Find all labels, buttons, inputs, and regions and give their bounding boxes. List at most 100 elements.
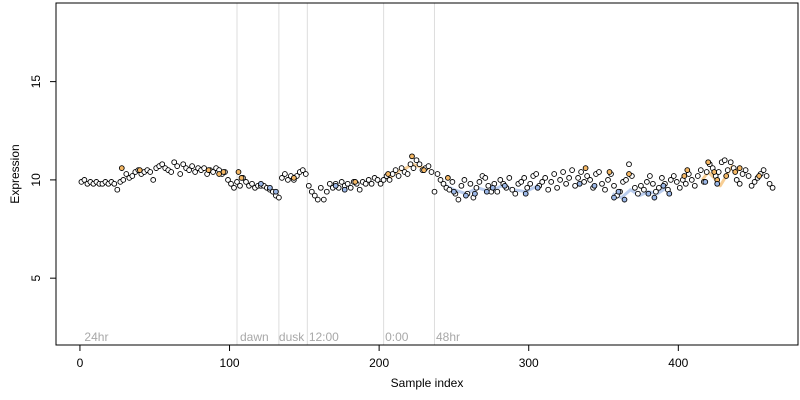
data-point: [395, 173, 402, 179]
x-tick-label: 200: [369, 356, 389, 370]
data-point: [129, 173, 136, 179]
data-point: [380, 177, 387, 183]
data-point: [220, 169, 227, 175]
data-point: [635, 190, 641, 197]
data-point: [311, 192, 318, 199]
data-point: [445, 175, 451, 181]
data-point: [425, 163, 432, 169]
data-point: [576, 180, 583, 187]
data-point: [527, 180, 534, 187]
data-point: [650, 180, 656, 187]
data-point: [483, 188, 490, 195]
x-tick-label: 400: [668, 356, 688, 370]
data-point: [676, 184, 683, 191]
data-point: [739, 171, 746, 177]
data-point: [727, 159, 734, 166]
data-point: [702, 179, 709, 185]
data-point: [723, 173, 730, 179]
data-point: [521, 175, 528, 181]
data-point: [320, 196, 327, 203]
data-point: [458, 182, 465, 189]
data-point: [575, 175, 581, 181]
data-point: [763, 173, 770, 179]
data-point: [497, 177, 504, 183]
data-point: [291, 175, 297, 181]
data-point: [494, 188, 501, 195]
data-point: [171, 159, 178, 166]
data-point: [591, 182, 598, 189]
data-point: [365, 177, 372, 183]
x-tick-label: 100: [220, 356, 240, 370]
y-axis-label: Expression: [8, 144, 22, 203]
data-point: [174, 163, 181, 169]
data-point: [485, 182, 492, 189]
y-axis: 5 10 15: [29, 75, 57, 282]
data-point: [225, 177, 231, 183]
data-point: [748, 182, 755, 189]
data-point: [760, 167, 767, 173]
data-point: [557, 177, 563, 183]
data-point: [501, 182, 508, 189]
y-tick-label: 15: [29, 75, 43, 89]
data-point: [632, 184, 638, 191]
data-point: [437, 177, 444, 183]
data-point: [455, 196, 462, 203]
data-point: [645, 190, 652, 197]
data-point: [653, 188, 659, 195]
data-point: [249, 180, 255, 187]
data-point: [276, 194, 282, 201]
data-point: [666, 190, 673, 197]
data-point: [623, 177, 629, 183]
data-point: [578, 169, 584, 175]
x-axis: 0 100 200 300 400: [77, 344, 689, 370]
data-point: [332, 182, 339, 189]
x-tick-label: 0: [77, 356, 84, 370]
data-point: [177, 171, 184, 177]
data-point: [566, 175, 572, 181]
data-point: [413, 157, 420, 164]
data-point: [314, 196, 321, 203]
data-point: [234, 179, 240, 185]
data-point: [386, 177, 393, 183]
data-point: [201, 165, 207, 171]
data-point: [186, 167, 192, 173]
data-point: [344, 180, 351, 187]
data-point: [563, 180, 569, 187]
data-point: [596, 169, 602, 175]
data-point: [238, 175, 245, 181]
data-point: [192, 169, 198, 175]
data-point: [621, 196, 628, 203]
data-point: [660, 182, 667, 189]
data-point: [123, 171, 130, 177]
y-tick-label: 10: [29, 173, 43, 187]
y-tick-label: 5: [29, 275, 43, 282]
data-point: [551, 171, 558, 177]
data-point: [136, 167, 143, 173]
data-point: [267, 184, 273, 191]
data-point: [542, 175, 549, 181]
data-point: [732, 169, 739, 175]
data-point: [308, 188, 315, 195]
data-point: [299, 167, 306, 173]
data-point: [159, 161, 166, 168]
data-point: [524, 184, 531, 191]
data-point: [638, 182, 644, 189]
data-point: [451, 188, 457, 195]
data-point: [688, 177, 695, 183]
data-point: [279, 175, 285, 181]
data-point: [111, 180, 118, 187]
data-point: [407, 161, 414, 168]
segment-label: 24hr: [84, 330, 108, 344]
data-point: [682, 180, 689, 187]
segment-label: dusk: [279, 330, 305, 344]
data-point: [512, 190, 519, 197]
data-point: [756, 173, 762, 179]
data-point: [392, 167, 399, 173]
data-point: [554, 184, 560, 191]
data-point: [150, 177, 157, 183]
data-point: [751, 179, 758, 185]
data-point: [626, 161, 632, 168]
data-point: [317, 184, 324, 191]
data-point: [421, 167, 427, 173]
